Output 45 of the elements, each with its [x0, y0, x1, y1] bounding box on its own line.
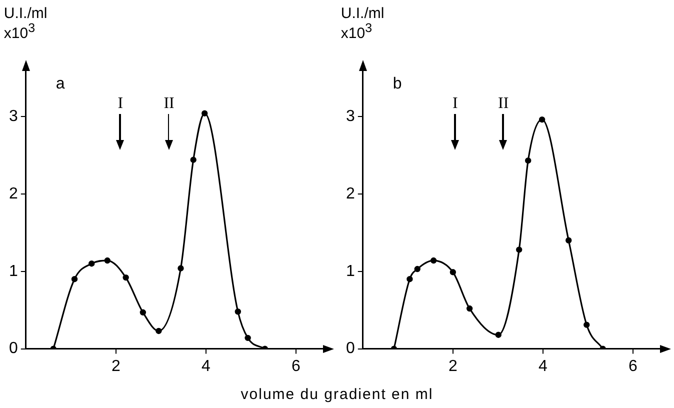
- point: [495, 332, 502, 338]
- y-tick-label: 0: [8, 340, 18, 358]
- y-tick-label: 3: [8, 108, 18, 125]
- point: [202, 110, 208, 116]
- x-tick-label: 2: [448, 358, 458, 375]
- point: [516, 246, 522, 253]
- point: [244, 334, 251, 342]
- point: [450, 269, 456, 276]
- y-tick-label: 1: [346, 262, 355, 280]
- point: [122, 274, 129, 281]
- point: [156, 328, 162, 334]
- x-axis-title: volume du gradient en ml: [240, 386, 434, 403]
- point: [71, 276, 78, 282]
- point: [430, 257, 437, 264]
- point: [538, 116, 546, 123]
- point: [140, 309, 146, 316]
- point: [466, 305, 473, 312]
- ref-line-label: I: [452, 95, 458, 112]
- ref-line-label: II: [164, 95, 174, 112]
- y-tick-label: 2: [346, 185, 355, 202]
- x-tick-label: 4: [202, 358, 211, 375]
- ref-line-label: II: [498, 95, 509, 112]
- ref-line-label: I: [118, 95, 124, 112]
- point: [234, 308, 242, 315]
- x-tick-label: 6: [292, 358, 301, 375]
- point: [584, 322, 590, 328]
- y-tick-label: 1: [8, 262, 18, 280]
- y-tick-label: 3: [346, 108, 355, 125]
- y-tick-label: 0: [346, 340, 355, 358]
- chart-title: b: [392, 75, 402, 92]
- point: [566, 237, 572, 244]
- point: [178, 265, 184, 272]
- chart-title: a: [56, 75, 65, 92]
- y-axis-title: U.I./ml x10$^{3}$: [4, 5, 48, 42]
- point: [190, 156, 196, 163]
- point: [88, 260, 95, 267]
- y-axis-title: U.I./ml x10$^{3}$: [340, 5, 384, 42]
- point: [104, 257, 110, 264]
- point: [414, 266, 420, 272]
- x-tick-label: 4: [538, 358, 548, 375]
- point: [406, 276, 413, 282]
- x-tick-label: 2: [111, 358, 120, 375]
- x-tick-label: 6: [628, 358, 638, 375]
- point: [525, 158, 532, 164]
- y-tick-label: 2: [8, 185, 18, 202]
